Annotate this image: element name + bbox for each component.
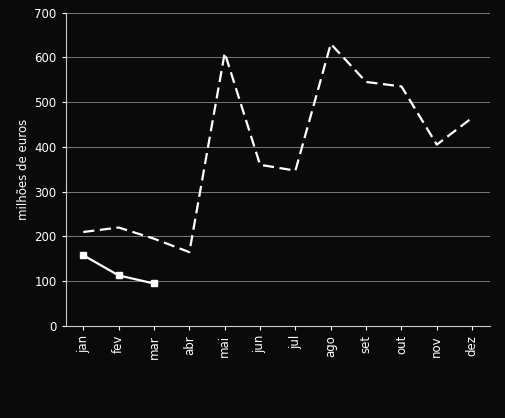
2017: [186, 250, 192, 255]
2017: [257, 162, 263, 167]
2017: [434, 142, 440, 147]
Y-axis label: milhões de euros: milhões de euros: [17, 119, 30, 220]
2017: [363, 79, 369, 84]
2018: [151, 281, 157, 286]
2017: [469, 115, 475, 120]
2017: [116, 225, 122, 230]
Line: 2018: 2018: [80, 252, 157, 287]
2018: [116, 273, 122, 278]
2017: [292, 168, 298, 173]
Line: 2017: 2017: [83, 44, 472, 252]
2017: [398, 84, 405, 89]
2017: [328, 41, 334, 46]
2017: [222, 50, 228, 55]
Legend: 2017, 2018: 2017, 2018: [198, 416, 357, 418]
2017: [151, 236, 157, 241]
2018: [80, 253, 86, 258]
2017: [80, 229, 86, 234]
